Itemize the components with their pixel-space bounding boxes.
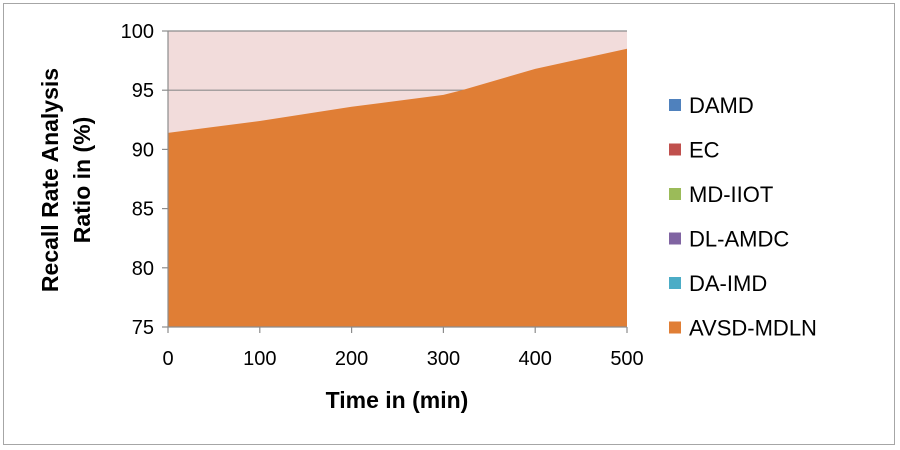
legend-swatch-dl-amdc — [669, 232, 681, 245]
legend-swatch-damd — [669, 99, 681, 111]
legend-label-avsd-mdln: AVSD-MDLN — [689, 316, 817, 341]
x-tick-label-200: 200 — [335, 348, 368, 370]
y-axis-title: Recall Rate Analysis Ratio in (%) — [37, 68, 95, 292]
area-series-avsd-mdln — [168, 48, 627, 327]
x-axis-title: Time in (min) — [326, 387, 469, 413]
legend-swatch-avsd-mdln — [669, 321, 681, 334]
y-tick-label-75: 75 — [132, 317, 154, 339]
legend-label-da-imd: DA-IMD — [689, 271, 767, 296]
x-tick-label-400: 400 — [519, 348, 552, 370]
y-tick-label-100: 100 — [121, 21, 154, 43]
legend-label-dl-amdc: DL-AMDC — [689, 227, 789, 252]
y-tick-label-95: 95 — [132, 80, 154, 102]
y-tick-label-85: 85 — [132, 199, 154, 221]
legend-swatch-md-iiot — [669, 188, 681, 200]
legend-swatch-da-imd — [669, 277, 681, 289]
y-tick-label-80: 80 — [132, 258, 154, 280]
y-tick-label-90: 90 — [132, 139, 154, 161]
x-tick-label-100: 100 — [243, 348, 276, 370]
legend: DAMD EC MD-IIOT DL-AMDC DA-IMD AVSD-MDLN — [669, 93, 817, 341]
y-axis-title-line-2: Ratio in (%) — [69, 117, 95, 244]
legend-label-damd: DAMD — [689, 93, 754, 118]
legend-label-ec: EC — [689, 138, 720, 163]
x-tick-label-0: 0 — [162, 348, 173, 370]
x-tick-label-300: 300 — [427, 348, 460, 370]
legend-label-md-iiot: MD-IIOT — [689, 182, 773, 207]
x-tick-label-500: 500 — [610, 348, 643, 370]
y-axis-title-line-1: Recall Rate Analysis — [37, 68, 63, 292]
legend-swatch-ec — [669, 143, 681, 156]
